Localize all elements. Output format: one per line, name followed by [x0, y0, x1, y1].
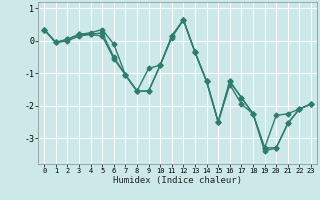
X-axis label: Humidex (Indice chaleur): Humidex (Indice chaleur): [113, 176, 242, 185]
